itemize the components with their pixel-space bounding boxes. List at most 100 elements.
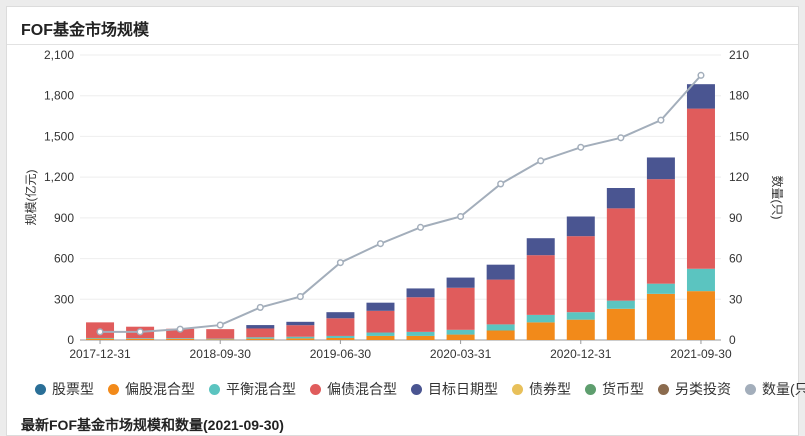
legend-label: 偏股混合型 (125, 381, 195, 397)
legend-item[interactable]: 另类投资 (658, 379, 731, 399)
bar-segment-平衡混合型 (366, 332, 395, 336)
bar-segment-平衡混合型 (166, 338, 195, 339)
count-point (176, 325, 184, 333)
bar-segment-偏股混合型 (486, 330, 515, 340)
legend-item[interactable]: 货币型 (585, 379, 644, 399)
bar-segment-平衡混合型 (326, 335, 355, 338)
y2-tick-label: 0 (729, 333, 736, 347)
y-tick-label: 600 (54, 252, 74, 266)
bar-segment-平衡混合型 (206, 338, 235, 340)
legend-marker (512, 383, 523, 395)
legend-item[interactable]: 偏股混合型 (108, 379, 195, 399)
legend-item[interactable]: 目标日期型 (411, 379, 498, 399)
bar-segment-偏股混合型 (126, 338, 155, 340)
bar-segment-目标日期型 (606, 188, 635, 209)
bar-segment-偏债混合型 (366, 310, 395, 333)
bar-segment-平衡混合型 (126, 338, 155, 339)
bar-segment-偏债混合型 (206, 329, 235, 339)
legend-label: 目标日期型 (428, 381, 498, 397)
bar-segment-目标日期型 (286, 321, 315, 326)
bar-segment-偏债混合型 (526, 255, 555, 315)
bar-segment-平衡混合型 (606, 300, 635, 309)
bar-segment-目标日期型 (446, 277, 475, 288)
y-tick-label: 900 (54, 211, 74, 225)
y-tick-label: 1,500 (44, 129, 74, 143)
page-title: FOF基金市场规模 (21, 22, 149, 39)
y2-axis-title: 数量(只) (770, 176, 785, 220)
bar-segment-偏股混合型 (166, 338, 195, 340)
count-point (617, 134, 625, 142)
x-tick-label: 2019-06-30 (310, 347, 372, 361)
bar-segment-目标日期型 (326, 312, 355, 319)
bar-segment-偏股混合型 (646, 293, 675, 340)
bar-segment-目标日期型 (246, 325, 275, 329)
bar-segment-偏股混合型 (526, 322, 555, 340)
y2-tick-label: 150 (729, 129, 749, 143)
legend-marker (411, 383, 422, 395)
count-point (577, 143, 585, 151)
bar-segment-目标日期型 (486, 264, 515, 280)
chart-card: FOF基金市场规模 0 300 600 900 1,200 1,500 1,800 2,100… (6, 6, 805, 436)
count-point (336, 259, 344, 267)
legend-item[interactable]: 平衡混合型 (209, 379, 296, 399)
bar-segment-偏股混合型 (86, 338, 115, 340)
fof-chart: 0 300 600 900 1,200 1,500 1,800 2,100 0 30 60 90 120… (23, 48, 785, 361)
x-tick-label: 2020-12-31 (550, 347, 612, 361)
legend-marker (658, 383, 669, 395)
bar-segment-平衡混合型 (566, 312, 595, 320)
bar-segment-偏股混合型 (366, 335, 395, 340)
bar-segment-偏股混合型 (566, 319, 595, 340)
legend-marker (35, 383, 46, 395)
legend-item[interactable]: 债券型 (512, 379, 571, 399)
bar-segment-目标日期型 (366, 302, 395, 311)
bar-segment-平衡混合型 (486, 324, 515, 331)
legend-item[interactable]: 偏债混合型 (310, 379, 397, 399)
count-point (697, 71, 705, 79)
bar-segment-偏债混合型 (326, 318, 355, 336)
y-tick-label: 1,200 (44, 170, 74, 184)
bar-segment-偏债混合型 (686, 108, 715, 269)
bar-segment-目标日期型 (646, 157, 675, 180)
y2-tick-label: 120 (729, 170, 749, 184)
legend-label: 股票型 (52, 381, 94, 397)
y-tick-label: 0 (67, 333, 74, 347)
count-point (537, 157, 545, 165)
legend-label: 另类投资 (675, 381, 731, 397)
legend-item[interactable]: 数量(只) (745, 379, 805, 399)
bar-segment-目标日期型 (406, 288, 435, 298)
y2-tick-label: 30 (729, 292, 743, 306)
bar-segment-偏债混合型 (446, 287, 475, 330)
bar-segment-偏债混合型 (566, 236, 595, 313)
chart-legend: 股票型 偏股混合型 平衡混合型 偏债混合型 目标日期型 债券型 货币型 另类投资 数量(只) (35, 379, 805, 399)
bar-segment-平衡混合型 (446, 329, 475, 335)
y-tick-label: 300 (54, 292, 74, 306)
y-tick-label: 1,800 (44, 89, 74, 103)
legend-label: 货币型 (602, 381, 644, 397)
bar-segment-偏债混合型 (606, 208, 635, 301)
y-axis-title: 规模(亿元) (23, 170, 38, 226)
bar-segment-平衡混合型 (246, 337, 275, 339)
count-point (497, 180, 505, 188)
bar-segment-偏债混合型 (486, 279, 515, 325)
legend-marker (745, 383, 756, 395)
y2-tick-label: 210 (729, 48, 749, 62)
bar-segment-偏股混合型 (406, 335, 435, 340)
count-point (296, 293, 304, 301)
legend-label: 数量(只) (762, 381, 805, 397)
bar-segment-平衡混合型 (686, 268, 715, 292)
bar-segment-平衡混合型 (286, 336, 315, 339)
bar-segment-偏股混合型 (326, 337, 355, 340)
bar-segment-偏股混合型 (286, 338, 315, 340)
count-point (657, 116, 665, 124)
bar-segment-偏债混合型 (406, 297, 435, 332)
count-point (376, 240, 385, 248)
count-point (416, 223, 425, 231)
legend-marker (108, 383, 119, 395)
bar-segment-偏股混合型 (206, 339, 235, 340)
y2-tick-label: 60 (729, 252, 743, 266)
y2-tick-label: 180 (729, 89, 749, 103)
legend-label: 偏债混合型 (327, 381, 397, 397)
bar-segment-平衡混合型 (646, 283, 675, 294)
bar-segment-平衡混合型 (406, 331, 435, 336)
legend-item[interactable]: 股票型 (35, 379, 94, 399)
